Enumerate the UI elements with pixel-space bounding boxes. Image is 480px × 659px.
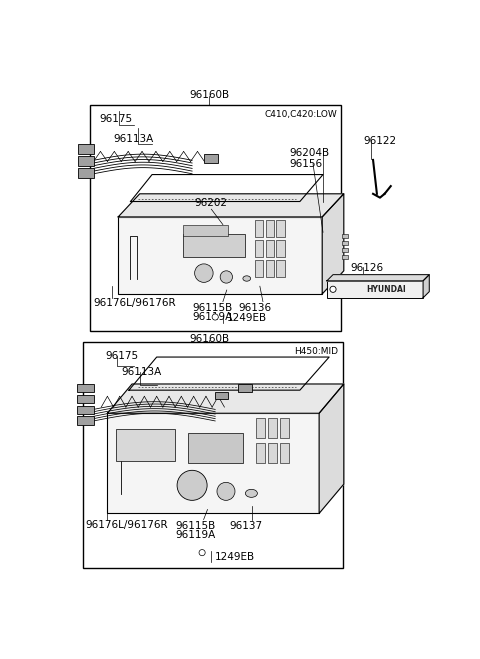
Bar xyxy=(276,240,285,257)
Text: 1249EB: 1249EB xyxy=(215,552,255,562)
Bar xyxy=(183,225,228,236)
Text: 96126: 96126 xyxy=(350,263,383,273)
Circle shape xyxy=(220,271,232,283)
Polygon shape xyxy=(108,384,344,413)
Text: 96113A: 96113A xyxy=(121,366,161,377)
Bar xyxy=(118,217,322,294)
Bar xyxy=(265,240,274,257)
Bar xyxy=(276,220,285,237)
Bar xyxy=(255,240,264,257)
Circle shape xyxy=(217,482,235,500)
Text: 96137: 96137 xyxy=(229,521,263,531)
Text: 1249EB: 1249EB xyxy=(227,313,267,323)
Polygon shape xyxy=(322,194,344,294)
Ellipse shape xyxy=(245,490,257,498)
Bar xyxy=(77,405,94,414)
Bar xyxy=(204,154,217,163)
Bar xyxy=(83,343,343,568)
Polygon shape xyxy=(319,384,344,513)
Ellipse shape xyxy=(243,276,251,281)
Polygon shape xyxy=(118,194,344,217)
Text: 96175: 96175 xyxy=(100,114,133,124)
Text: 96160B: 96160B xyxy=(189,90,229,100)
Bar xyxy=(276,260,285,277)
Bar xyxy=(183,234,245,257)
Bar xyxy=(342,254,348,259)
Text: H450:MID: H450:MID xyxy=(294,347,338,356)
Circle shape xyxy=(212,314,218,320)
Bar xyxy=(78,156,94,166)
Text: 96113A: 96113A xyxy=(114,134,154,144)
Text: 96115B: 96115B xyxy=(192,303,232,313)
Bar xyxy=(255,220,264,237)
Bar xyxy=(268,444,277,463)
Circle shape xyxy=(177,471,207,500)
Text: HYUNDAI: HYUNDAI xyxy=(367,285,407,294)
Text: 96119A: 96119A xyxy=(192,312,232,322)
Bar xyxy=(265,220,274,237)
Text: 96176L/96176R: 96176L/96176R xyxy=(94,298,176,308)
Bar xyxy=(342,234,348,239)
Bar xyxy=(77,384,94,393)
Text: 96204B: 96204B xyxy=(289,148,329,158)
Bar xyxy=(77,416,94,425)
Bar xyxy=(215,391,228,399)
Text: 96122: 96122 xyxy=(363,136,396,146)
Circle shape xyxy=(199,550,205,556)
Bar xyxy=(188,433,243,463)
Bar xyxy=(77,395,94,403)
Bar xyxy=(108,413,319,513)
Text: 96156: 96156 xyxy=(289,159,322,169)
Bar xyxy=(255,260,264,277)
Circle shape xyxy=(195,264,213,282)
Text: 96175: 96175 xyxy=(106,351,139,361)
Bar xyxy=(116,429,175,461)
Bar xyxy=(90,105,341,331)
Text: 96136: 96136 xyxy=(239,303,272,313)
Bar xyxy=(342,248,348,252)
Bar xyxy=(78,144,94,154)
Circle shape xyxy=(330,286,336,293)
Text: 96202: 96202 xyxy=(195,198,228,208)
Text: 96160B: 96160B xyxy=(189,334,229,344)
Bar xyxy=(256,444,265,463)
Text: C410,C420:LOW: C410,C420:LOW xyxy=(264,110,337,119)
Bar xyxy=(265,260,274,277)
Text: 96119A: 96119A xyxy=(176,530,216,540)
Text: 96115B: 96115B xyxy=(176,521,216,531)
Bar xyxy=(342,241,348,245)
Bar xyxy=(256,418,265,438)
Bar xyxy=(238,384,252,391)
Bar xyxy=(327,281,423,298)
Bar xyxy=(280,444,289,463)
Bar xyxy=(280,418,289,438)
Polygon shape xyxy=(327,275,429,281)
Bar xyxy=(78,169,94,179)
Bar xyxy=(268,418,277,438)
Polygon shape xyxy=(423,275,429,298)
Text: 96176L/96176R: 96176L/96176R xyxy=(86,519,168,530)
